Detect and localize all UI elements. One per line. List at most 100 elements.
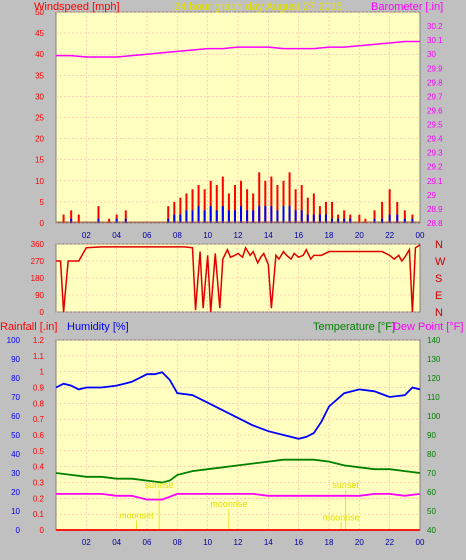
- direction-tick-label: 0: [40, 308, 45, 317]
- windspeed-tick-label: 45: [35, 29, 44, 38]
- humidity-axis-title: Humidity [%]: [67, 321, 129, 333]
- windspeed-tick-label: 15: [35, 156, 44, 165]
- direction-tick-label: 270: [31, 257, 45, 266]
- hour-tick-label: 20: [355, 538, 364, 547]
- barometer-tick-label: 30.2: [427, 22, 443, 31]
- dewpoint-axis-title: Dew Point [°F]: [393, 321, 463, 333]
- rainfall-tick-label: 0: [40, 526, 45, 535]
- hour-tick-label: 22: [385, 231, 394, 240]
- rainfall-tick-label: 0.6: [33, 431, 45, 440]
- direction-tick-label: 360: [31, 240, 45, 249]
- rainfall-tick-label: 0.5: [33, 447, 45, 456]
- humidity-tick-label: 30: [11, 469, 20, 478]
- hour-tick-label: 08: [173, 538, 182, 547]
- barometer-tick-label: 29.9: [427, 64, 443, 73]
- barometer-tick-label: 29: [427, 191, 436, 200]
- windspeed-tick-label: 0: [40, 219, 45, 228]
- humidity-tick-label: 50: [11, 431, 20, 440]
- annotation-label: moonrise: [323, 513, 360, 523]
- hour-tick-label: 16: [294, 231, 303, 240]
- windspeed-tick-label: 20: [35, 135, 44, 144]
- temperature-tick-label: 100: [427, 412, 441, 421]
- rainfall-tick-label: 1: [40, 368, 45, 377]
- barometer-axis-title: Barometer [.in]: [371, 1, 443, 13]
- hour-tick-label: 04: [112, 538, 121, 547]
- humidity-tick-label: 40: [11, 450, 20, 459]
- compass-label: E: [435, 290, 442, 302]
- humidity-tick-label: 10: [11, 507, 20, 516]
- hour-tick-label: 10: [203, 538, 212, 547]
- hour-tick-label: 18: [325, 538, 334, 547]
- hour-tick-label: 06: [143, 538, 152, 547]
- rainfall-tick-label: 0.4: [33, 463, 45, 472]
- hour-tick-label: 02: [82, 231, 91, 240]
- humidity-tick-label: 60: [11, 412, 20, 421]
- rainfall-tick-label: 0.1: [33, 510, 45, 519]
- barometer-tick-label: 29.3: [427, 149, 443, 158]
- hour-tick-label: 12: [234, 231, 243, 240]
- windspeed-tick-label: 10: [35, 177, 44, 186]
- hour-tick-label: 14: [264, 231, 273, 240]
- compass-label: N: [435, 239, 443, 251]
- rainfall-tick-label: 1.1: [33, 352, 45, 361]
- annotation-label: sunrise: [145, 480, 174, 490]
- barometer-tick-label: 30.1: [427, 36, 443, 45]
- temperature-tick-label: 130: [427, 355, 441, 364]
- humidity-tick-label: 80: [11, 374, 20, 383]
- humidity-tick-label: 90: [11, 355, 20, 364]
- barometer-tick-label: 30: [427, 50, 436, 59]
- hour-tick-label: 08: [173, 231, 182, 240]
- rainfall-tick-label: 0.2: [33, 494, 45, 503]
- hour-tick-label: 10: [203, 231, 212, 240]
- hour-tick-label: 04: [112, 231, 121, 240]
- barometer-tick-label: 29.4: [427, 135, 443, 144]
- rainfall-tick-label: 0.8: [33, 399, 45, 408]
- hour-tick-label: 02: [82, 538, 91, 547]
- barometer-tick-label: 28.8: [427, 219, 443, 228]
- humidity-tick-label: 100: [7, 336, 21, 345]
- hour-tick-label: 22: [385, 538, 394, 547]
- windspeed-axis-title: Windspeed [mph]: [34, 1, 120, 13]
- direction-tick-label: 180: [31, 274, 45, 283]
- temperature-tick-label: 120: [427, 374, 441, 383]
- barometer-tick-label: 29.8: [427, 78, 443, 87]
- temperature-axis-title: Temperature [°F]: [313, 321, 395, 333]
- compass-label: W: [435, 256, 446, 268]
- temperature-tick-label: 80: [427, 450, 436, 459]
- hour-tick-label: 18: [325, 231, 334, 240]
- windspeed-tick-label: 5: [40, 198, 45, 207]
- humidity-tick-label: 70: [11, 393, 20, 402]
- direction-tick-label: 90: [35, 291, 44, 300]
- hour-tick-label: 00: [416, 538, 425, 547]
- annotation-label: moonset: [119, 511, 154, 521]
- humidity-tick-label: 0: [16, 526, 21, 535]
- windspeed-tick-label: 25: [35, 114, 44, 123]
- barometer-tick-label: 29.7: [427, 92, 443, 101]
- humidity-tick-label: 20: [11, 488, 20, 497]
- temperature-tick-label: 60: [427, 488, 436, 497]
- temperature-tick-label: 140: [427, 336, 441, 345]
- annotation-label: sunset: [332, 480, 359, 490]
- barometer-tick-label: 29.5: [427, 121, 443, 130]
- hour-tick-label: 14: [264, 538, 273, 547]
- barometer-tick-label: 29.2: [427, 163, 443, 172]
- annotation-label: moonrise: [210, 499, 247, 509]
- hour-tick-label: 16: [294, 538, 303, 547]
- rainfall-axis-title: Rainfall [.in]: [0, 321, 57, 333]
- windspeed-tick-label: 30: [35, 92, 44, 101]
- compass-label: S: [435, 273, 442, 285]
- compass-label: N: [435, 307, 443, 319]
- rainfall-tick-label: 0.3: [33, 479, 45, 488]
- hour-tick-label: 00: [416, 231, 425, 240]
- barometer-tick-label: 28.9: [427, 205, 443, 214]
- hour-tick-label: 20: [355, 231, 364, 240]
- windspeed-tick-label: 40: [35, 50, 44, 59]
- rainfall-tick-label: 0.7: [33, 415, 45, 424]
- graph-title: 24 hour graph day August 27 2015: [174, 1, 343, 13]
- temperature-tick-label: 50: [427, 507, 436, 516]
- barometer-tick-label: 29.1: [427, 177, 443, 186]
- temperature-tick-label: 70: [427, 469, 436, 478]
- temperature-tick-label: 40: [427, 526, 436, 535]
